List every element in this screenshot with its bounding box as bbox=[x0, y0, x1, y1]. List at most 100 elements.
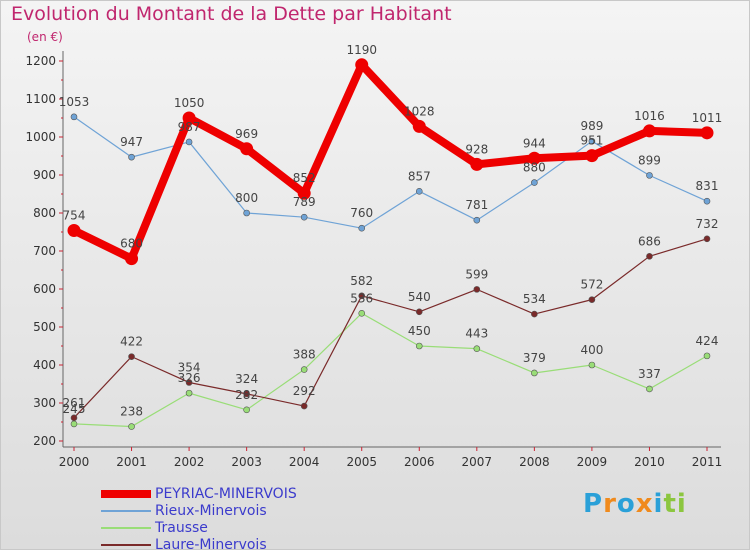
data-label: 852 bbox=[293, 171, 316, 185]
series-2 bbox=[70, 310, 711, 430]
data-labels: 1053 947 987 800 789 760 857 781 880 989 899 831 245… bbox=[59, 43, 723, 419]
data-point bbox=[70, 113, 78, 121]
data-label: 572 bbox=[580, 278, 603, 292]
data-point bbox=[300, 213, 308, 221]
data-point bbox=[300, 366, 308, 373]
data-label: 282 bbox=[235, 388, 258, 402]
data-point bbox=[470, 157, 484, 171]
data-label: 781 bbox=[465, 198, 488, 212]
data-label: 880 bbox=[523, 161, 546, 175]
data-label: 760 bbox=[350, 206, 373, 220]
data-label: 450 bbox=[408, 324, 431, 338]
y-tick-label: 800 bbox=[33, 206, 56, 220]
data-label: 944 bbox=[523, 136, 546, 150]
series-0 bbox=[67, 58, 714, 266]
data-point bbox=[70, 414, 78, 422]
data-point bbox=[128, 153, 135, 161]
y-tick-label: 900 bbox=[33, 168, 56, 182]
data-point bbox=[67, 223, 81, 237]
data-label: 582 bbox=[350, 274, 373, 288]
data-point bbox=[70, 420, 78, 428]
y-tick-label: 500 bbox=[33, 320, 56, 334]
x-tick-label: 2010 bbox=[634, 455, 665, 469]
data-point bbox=[703, 235, 711, 243]
data-label: 326 bbox=[178, 371, 201, 385]
series-line bbox=[73, 238, 708, 419]
data-point bbox=[703, 352, 711, 360]
x-tick-label: 2004 bbox=[289, 455, 320, 469]
data-label: 1190 bbox=[346, 43, 377, 57]
data-label: 443 bbox=[465, 327, 488, 341]
proxiti-logo: Proxiti bbox=[583, 489, 687, 519]
data-label: 424 bbox=[696, 334, 719, 348]
y-tick-label: 1000 bbox=[25, 130, 56, 144]
x-tick-label: 2001 bbox=[116, 455, 147, 469]
logo-letter: P bbox=[583, 489, 604, 519]
data-point bbox=[473, 216, 481, 224]
y-tick-label: 200 bbox=[33, 434, 56, 448]
data-label: 388 bbox=[293, 348, 316, 362]
data-point bbox=[182, 111, 196, 125]
legend-swatch bbox=[101, 509, 151, 512]
legend-swatch bbox=[101, 526, 151, 529]
data-label: 245 bbox=[63, 402, 86, 416]
data-point bbox=[703, 197, 711, 205]
data-point bbox=[243, 390, 250, 398]
data-point bbox=[473, 345, 481, 352]
x-tick-label: 2009 bbox=[577, 455, 608, 469]
y-tick-label: 600 bbox=[33, 282, 56, 296]
data-label: 292 bbox=[293, 384, 316, 398]
legend: PEYRIAC-MINERVOIS Rieux-Minervois Trausse L… bbox=[101, 485, 297, 553]
series-3 bbox=[70, 235, 711, 422]
data-label: 379 bbox=[523, 351, 546, 365]
data-label: 540 bbox=[408, 290, 431, 304]
x-tick-label: 2000 bbox=[59, 455, 90, 469]
logo-letter: r bbox=[603, 489, 617, 519]
data-point bbox=[531, 369, 538, 377]
data-point bbox=[185, 389, 193, 397]
data-label: 324 bbox=[235, 372, 258, 386]
data-label: 354 bbox=[178, 360, 201, 374]
logo-letter: t bbox=[663, 489, 677, 519]
y-tick-label: 1200 bbox=[25, 54, 56, 68]
x-tick-label: 2006 bbox=[404, 455, 435, 469]
series-line bbox=[73, 312, 708, 428]
data-point bbox=[646, 172, 653, 179]
x-tick-label: 2008 bbox=[519, 455, 550, 469]
data-label: 1011 bbox=[692, 111, 723, 125]
data-point bbox=[646, 385, 653, 393]
data-point bbox=[588, 361, 596, 369]
logo-letter: i bbox=[676, 489, 687, 519]
data-label: 789 bbox=[293, 195, 316, 209]
logo-letter: o bbox=[616, 489, 636, 519]
data-label: 857 bbox=[408, 169, 431, 183]
data-label: 989 bbox=[580, 119, 603, 133]
data-point bbox=[700, 126, 714, 140]
data-point bbox=[585, 149, 599, 163]
x-tick-label: 2002 bbox=[174, 455, 205, 469]
data-point bbox=[527, 151, 541, 165]
data-point bbox=[297, 186, 311, 200]
data-point bbox=[125, 252, 139, 266]
data-point bbox=[415, 308, 423, 316]
data-label: 754 bbox=[63, 208, 86, 222]
data-label: 422 bbox=[120, 335, 143, 349]
data-label: 599 bbox=[465, 267, 488, 281]
data-point bbox=[473, 286, 481, 293]
x-tick-label: 2005 bbox=[346, 455, 377, 469]
data-label: 928 bbox=[465, 142, 488, 156]
data-label: 400 bbox=[580, 343, 603, 357]
data-label: 831 bbox=[696, 179, 719, 193]
data-label: 261 bbox=[63, 396, 86, 410]
data-point bbox=[128, 353, 135, 360]
y-tick-label: 700 bbox=[33, 244, 56, 258]
legend-item: Trausse bbox=[101, 519, 297, 536]
axes: 200 300 400 500 600 700 800 900 1000 1100 1200 2000… bbox=[25, 51, 722, 469]
data-point bbox=[642, 124, 656, 138]
data-label: 1053 bbox=[59, 95, 90, 109]
series-line bbox=[72, 60, 708, 263]
x-tick-label: 2007 bbox=[462, 455, 493, 469]
y-tick-label: 400 bbox=[33, 358, 56, 372]
